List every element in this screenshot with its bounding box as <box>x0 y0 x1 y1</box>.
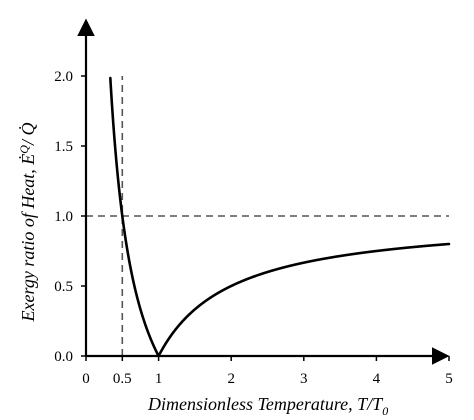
x-tick-label: 3 <box>300 371 308 387</box>
y-tick-label: 2.0 <box>54 69 73 85</box>
y-tick-label: 0.0 <box>54 349 73 365</box>
x-tick-label: 1 <box>155 371 163 387</box>
y-tick-label: 1.5 <box>54 139 73 155</box>
y-tick-label: 0.5 <box>54 279 73 295</box>
exergy-ratio-curve <box>109 76 451 358</box>
y-axis-title: Exergy ratio of Heat, ĖQ/ Q̇ <box>17 123 38 323</box>
y-tick-label: 1.0 <box>54 209 73 225</box>
y-axis-title-superscript: Q <box>17 145 31 154</box>
x-tick-label: 0 <box>82 371 90 387</box>
x-tick-label: 0.5 <box>113 371 132 387</box>
x-axis-title: Dimensionless Temperature, T/T0 <box>147 394 388 418</box>
x-tick-label: 2 <box>227 371 235 387</box>
y-axis-title-tail: / Q̇ <box>17 123 38 147</box>
y-axis-title-text: Exergy ratio of Heat, Ė <box>18 154 38 323</box>
series <box>109 76 451 358</box>
x-tick-label: 4 <box>373 371 381 387</box>
x-axis-title-subscript: 0 <box>382 404 388 418</box>
x-axis-title-text: Dimensionless Temperature, T/T <box>147 394 384 414</box>
reference-lines <box>86 76 449 356</box>
ticks: 0 0.5 1 2 3 4 5 0.0 0.5 1.0 1.5 2.0 <box>54 69 453 387</box>
x-tick-label: 5 <box>445 371 453 387</box>
